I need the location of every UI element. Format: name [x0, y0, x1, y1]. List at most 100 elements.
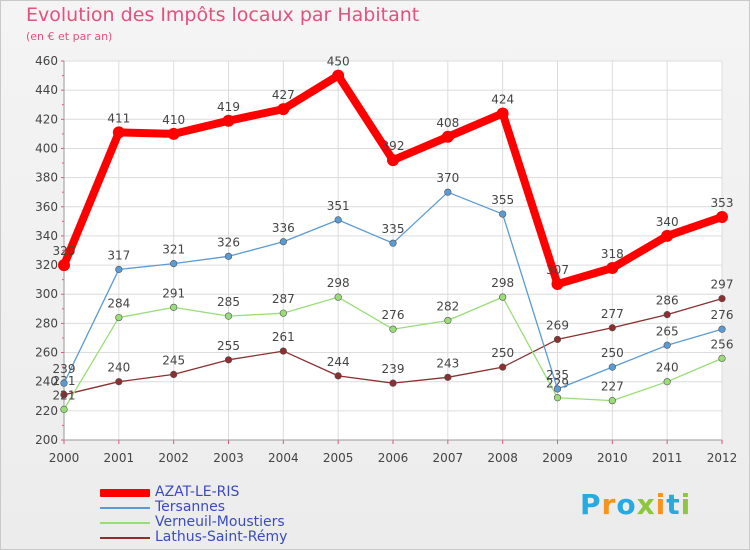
- data-point: [389, 239, 397, 247]
- data-label: 265: [656, 324, 679, 338]
- data-label: 351: [327, 199, 350, 213]
- data-point: [277, 103, 290, 116]
- legend-item-verneuil: Verneuil-Moustiers: [100, 515, 400, 530]
- data-label: 255: [217, 339, 240, 353]
- data-point: [58, 259, 70, 272]
- data-point: [444, 316, 452, 325]
- data-label: 240: [107, 361, 130, 375]
- y-tick-label: 300: [35, 287, 58, 301]
- data-point: [608, 363, 616, 371]
- data-point: [551, 278, 564, 291]
- data-label: 276: [711, 308, 734, 322]
- data-label: 340: [656, 215, 679, 229]
- data-point: [718, 295, 726, 303]
- data-point: [279, 347, 287, 355]
- y-tick-label: 220: [35, 404, 58, 418]
- data-point: [170, 370, 178, 379]
- data-label: 392: [382, 139, 405, 153]
- data-label: 320: [53, 244, 76, 258]
- y-tick-label: 320: [35, 258, 58, 272]
- data-point: [334, 372, 342, 380]
- data-label: 424: [491, 92, 514, 106]
- x-tick-label: 2006: [378, 451, 409, 465]
- y-tick-label: 280: [35, 316, 58, 330]
- data-point: [115, 265, 123, 274]
- data-label: 276: [382, 308, 405, 322]
- data-point: [444, 373, 452, 381]
- chart-legend: AZAT-LE-RIS Tersannes Verneuil-Moustiers…: [100, 485, 400, 545]
- data-label: 282: [436, 299, 459, 313]
- data-point: [115, 313, 123, 322]
- data-label: 286: [656, 294, 679, 308]
- x-tick-label: 2003: [213, 451, 244, 465]
- legend-label: Lathus-Saint-Rémy: [155, 529, 288, 545]
- data-label: 317: [107, 248, 130, 262]
- x-tick-label: 2001: [104, 451, 135, 465]
- legend-label: AZAT-LE-RIS: [155, 484, 240, 500]
- legend-item-azat: AZAT-LE-RIS: [100, 485, 400, 500]
- data-point: [334, 216, 342, 224]
- data-point: [716, 210, 728, 223]
- data-point: [279, 309, 287, 317]
- data-point: [608, 324, 616, 332]
- legend-label: Tersannes: [155, 499, 226, 515]
- data-label: 287: [272, 292, 295, 306]
- data-point: [663, 378, 671, 386]
- data-label: 240: [656, 361, 679, 375]
- data-label: 291: [162, 286, 185, 300]
- data-label: 250: [491, 346, 514, 360]
- data-label: 269: [546, 318, 569, 332]
- x-tick-label: 2007: [433, 451, 464, 465]
- data-point: [718, 325, 726, 333]
- data-label: 239: [382, 362, 405, 376]
- data-label: 321: [162, 243, 185, 257]
- data-point: [170, 303, 178, 311]
- data-point: [606, 261, 619, 274]
- data-label: 298: [491, 276, 514, 290]
- legend-swatch: [100, 536, 150, 539]
- data-label: 419: [217, 100, 240, 114]
- data-point: [499, 210, 507, 218]
- data-label: 307: [546, 263, 569, 277]
- data-label: 285: [217, 295, 240, 309]
- data-label: 227: [601, 380, 624, 394]
- legend-swatch: [100, 506, 150, 509]
- data-label: 450: [327, 55, 350, 69]
- data-point: [499, 293, 507, 301]
- x-tick-label: 2011: [652, 451, 683, 465]
- y-tick-label: 460: [35, 54, 58, 68]
- data-point: [224, 312, 233, 320]
- data-point: [663, 311, 671, 319]
- data-label: 277: [601, 307, 624, 321]
- data-point: [112, 126, 125, 139]
- data-label: 245: [162, 353, 185, 367]
- data-point: [332, 69, 345, 82]
- data-point: [224, 356, 233, 364]
- data-point: [389, 325, 397, 333]
- data-point: [170, 260, 178, 268]
- data-point: [661, 229, 674, 242]
- data-point: [389, 379, 397, 387]
- data-label: 427: [272, 88, 295, 102]
- data-label: 239: [53, 362, 76, 376]
- data-label: 250: [601, 346, 624, 360]
- data-label: 335: [382, 222, 405, 236]
- data-label: 318: [601, 247, 624, 261]
- chart-title: Evolution des Impôts locaux par Habitant: [26, 4, 420, 26]
- x-tick-label: 2005: [323, 451, 354, 465]
- data-point: [499, 363, 507, 371]
- legend-item-lathus: Lathus-Saint-Rémy: [100, 530, 400, 545]
- data-point: [167, 127, 180, 140]
- legend-label: Verneuil-Moustiers: [155, 514, 285, 530]
- data-point: [608, 397, 616, 405]
- y-tick-label: 200: [35, 433, 58, 447]
- x-tick-label: 2012: [707, 451, 738, 465]
- data-label: 297: [711, 278, 734, 292]
- data-label: 410: [162, 113, 185, 127]
- y-tick-label: 360: [35, 200, 58, 214]
- x-tick-label: 2002: [158, 451, 189, 465]
- data-point: [718, 354, 726, 362]
- data-label: 355: [491, 193, 514, 207]
- legend-swatch: [100, 521, 150, 524]
